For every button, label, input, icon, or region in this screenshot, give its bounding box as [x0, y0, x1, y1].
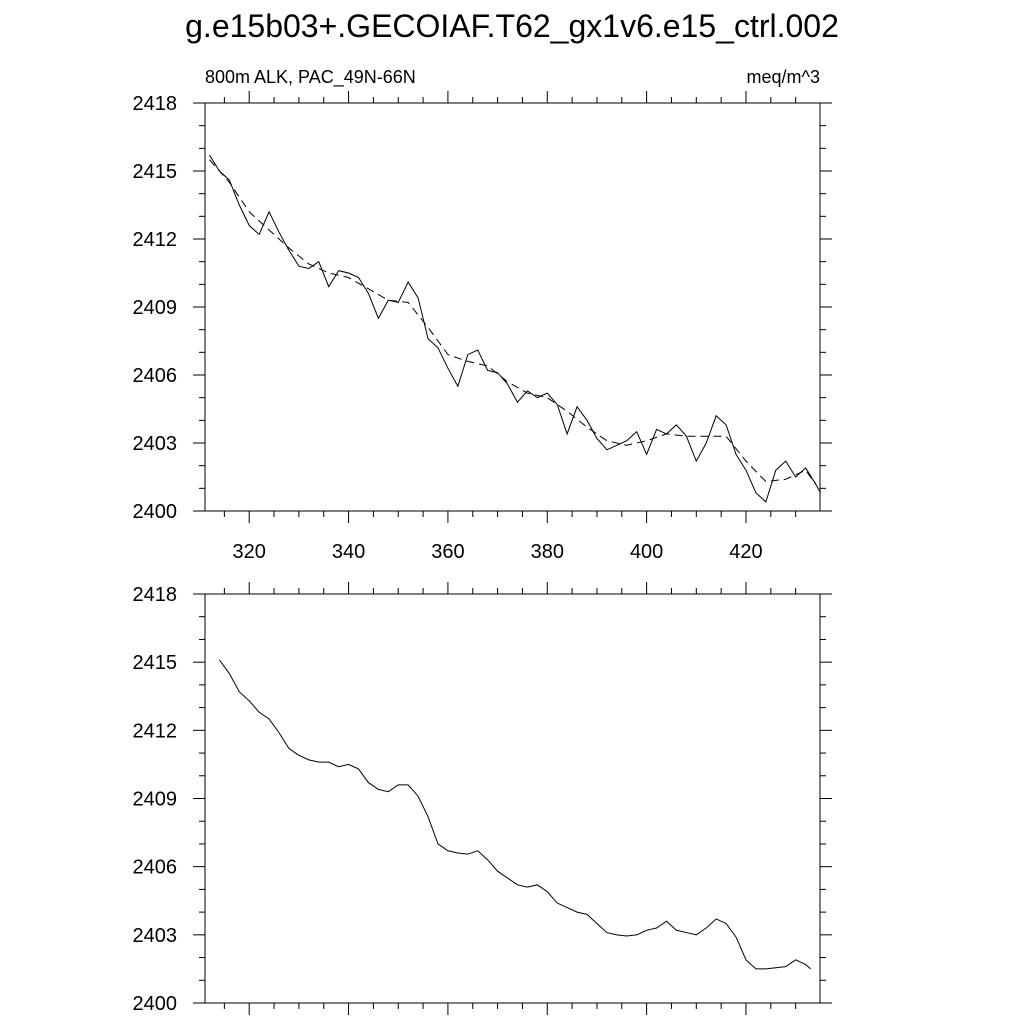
y-tick-label: 2412 [133, 720, 178, 742]
x-tick-label: 380 [531, 541, 564, 563]
page-title: g.e15b03+.GECOIAF.T62_gx1v6.e15_ctrl.002 [185, 8, 839, 44]
plot-frame [204, 102, 821, 512]
y-tick-label: 2400 [133, 993, 178, 1015]
x-tick-label: 420 [729, 541, 762, 563]
y-tick-label: 2403 [133, 433, 178, 455]
y-tick-label: 2403 [133, 925, 178, 947]
y-tick-label: 2415 [133, 161, 178, 183]
y-tick-label: 2400 [133, 501, 178, 523]
x-tick-label: 340 [332, 541, 365, 563]
x-tick-label: 360 [431, 541, 464, 563]
data-line [209, 154, 821, 503]
subtitle-right: meq/m^3 [747, 67, 820, 87]
y-tick-label: 2412 [133, 229, 178, 251]
data-line [219, 659, 811, 970]
y-tick-label: 2418 [133, 93, 178, 115]
y-tick-label: 2409 [133, 789, 178, 811]
y-tick-label: 2406 [133, 365, 178, 387]
x-tick-label: 320 [233, 541, 266, 563]
y-tick-label: 2418 [133, 584, 178, 606]
x-tick-label: 400 [630, 541, 663, 563]
plot-frame [204, 593, 821, 1004]
y-tick-label: 2406 [133, 857, 178, 879]
y-tick-label: 2415 [133, 652, 178, 674]
y-tick-label: 2409 [133, 297, 178, 319]
subtitle-left: 800m ALK, PAC_49N-66N [205, 67, 416, 88]
smoothed-line [209, 159, 816, 485]
